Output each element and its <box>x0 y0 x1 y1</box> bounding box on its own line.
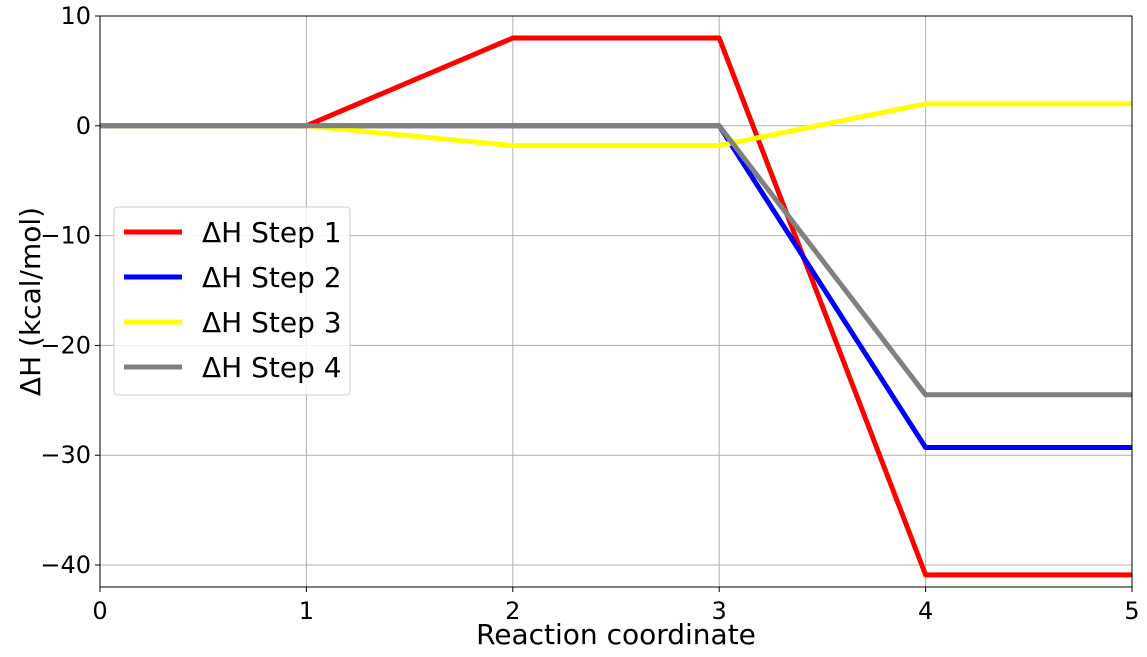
x-tick-label: 5 <box>1124 597 1139 625</box>
legend-label: ΔH Step 2 <box>202 261 342 294</box>
x-tick-label: 3 <box>712 597 727 625</box>
y-tick-label: −30 <box>40 441 91 469</box>
legend-label: ΔH Step 3 <box>202 306 342 339</box>
y-tick-label: −40 <box>40 551 91 579</box>
series-line-step-4 <box>100 123 1132 398</box>
x-tick-label: 1 <box>299 597 314 625</box>
x-tick-label: 0 <box>92 597 107 625</box>
x-axis-title: Reaction coordinate <box>476 618 756 651</box>
plot-frame <box>99 15 1133 588</box>
x-tick-label: 2 <box>505 597 520 625</box>
axis-ticks: 0 1 2 3 4 5 10 0 −10 −20 −30 −40 <box>40 2 1139 625</box>
y-axis-title: ΔH (kcal/mol) <box>14 207 47 396</box>
y-tick-label: 10 <box>60 2 91 30</box>
legend-label: ΔH Step 4 <box>202 351 342 384</box>
series-lines <box>100 35 1132 578</box>
y-tick-label: −20 <box>40 331 91 359</box>
legend-label: ΔH Step 1 <box>202 216 342 249</box>
x-tick-label: 4 <box>918 597 933 625</box>
legend-box <box>113 206 351 396</box>
y-tick-label: −10 <box>40 222 91 250</box>
legend: ΔH Step 1 ΔH Step 2 ΔH Step 3 ΔH Step 4 <box>113 206 351 396</box>
y-tick-label: 0 <box>76 112 91 140</box>
